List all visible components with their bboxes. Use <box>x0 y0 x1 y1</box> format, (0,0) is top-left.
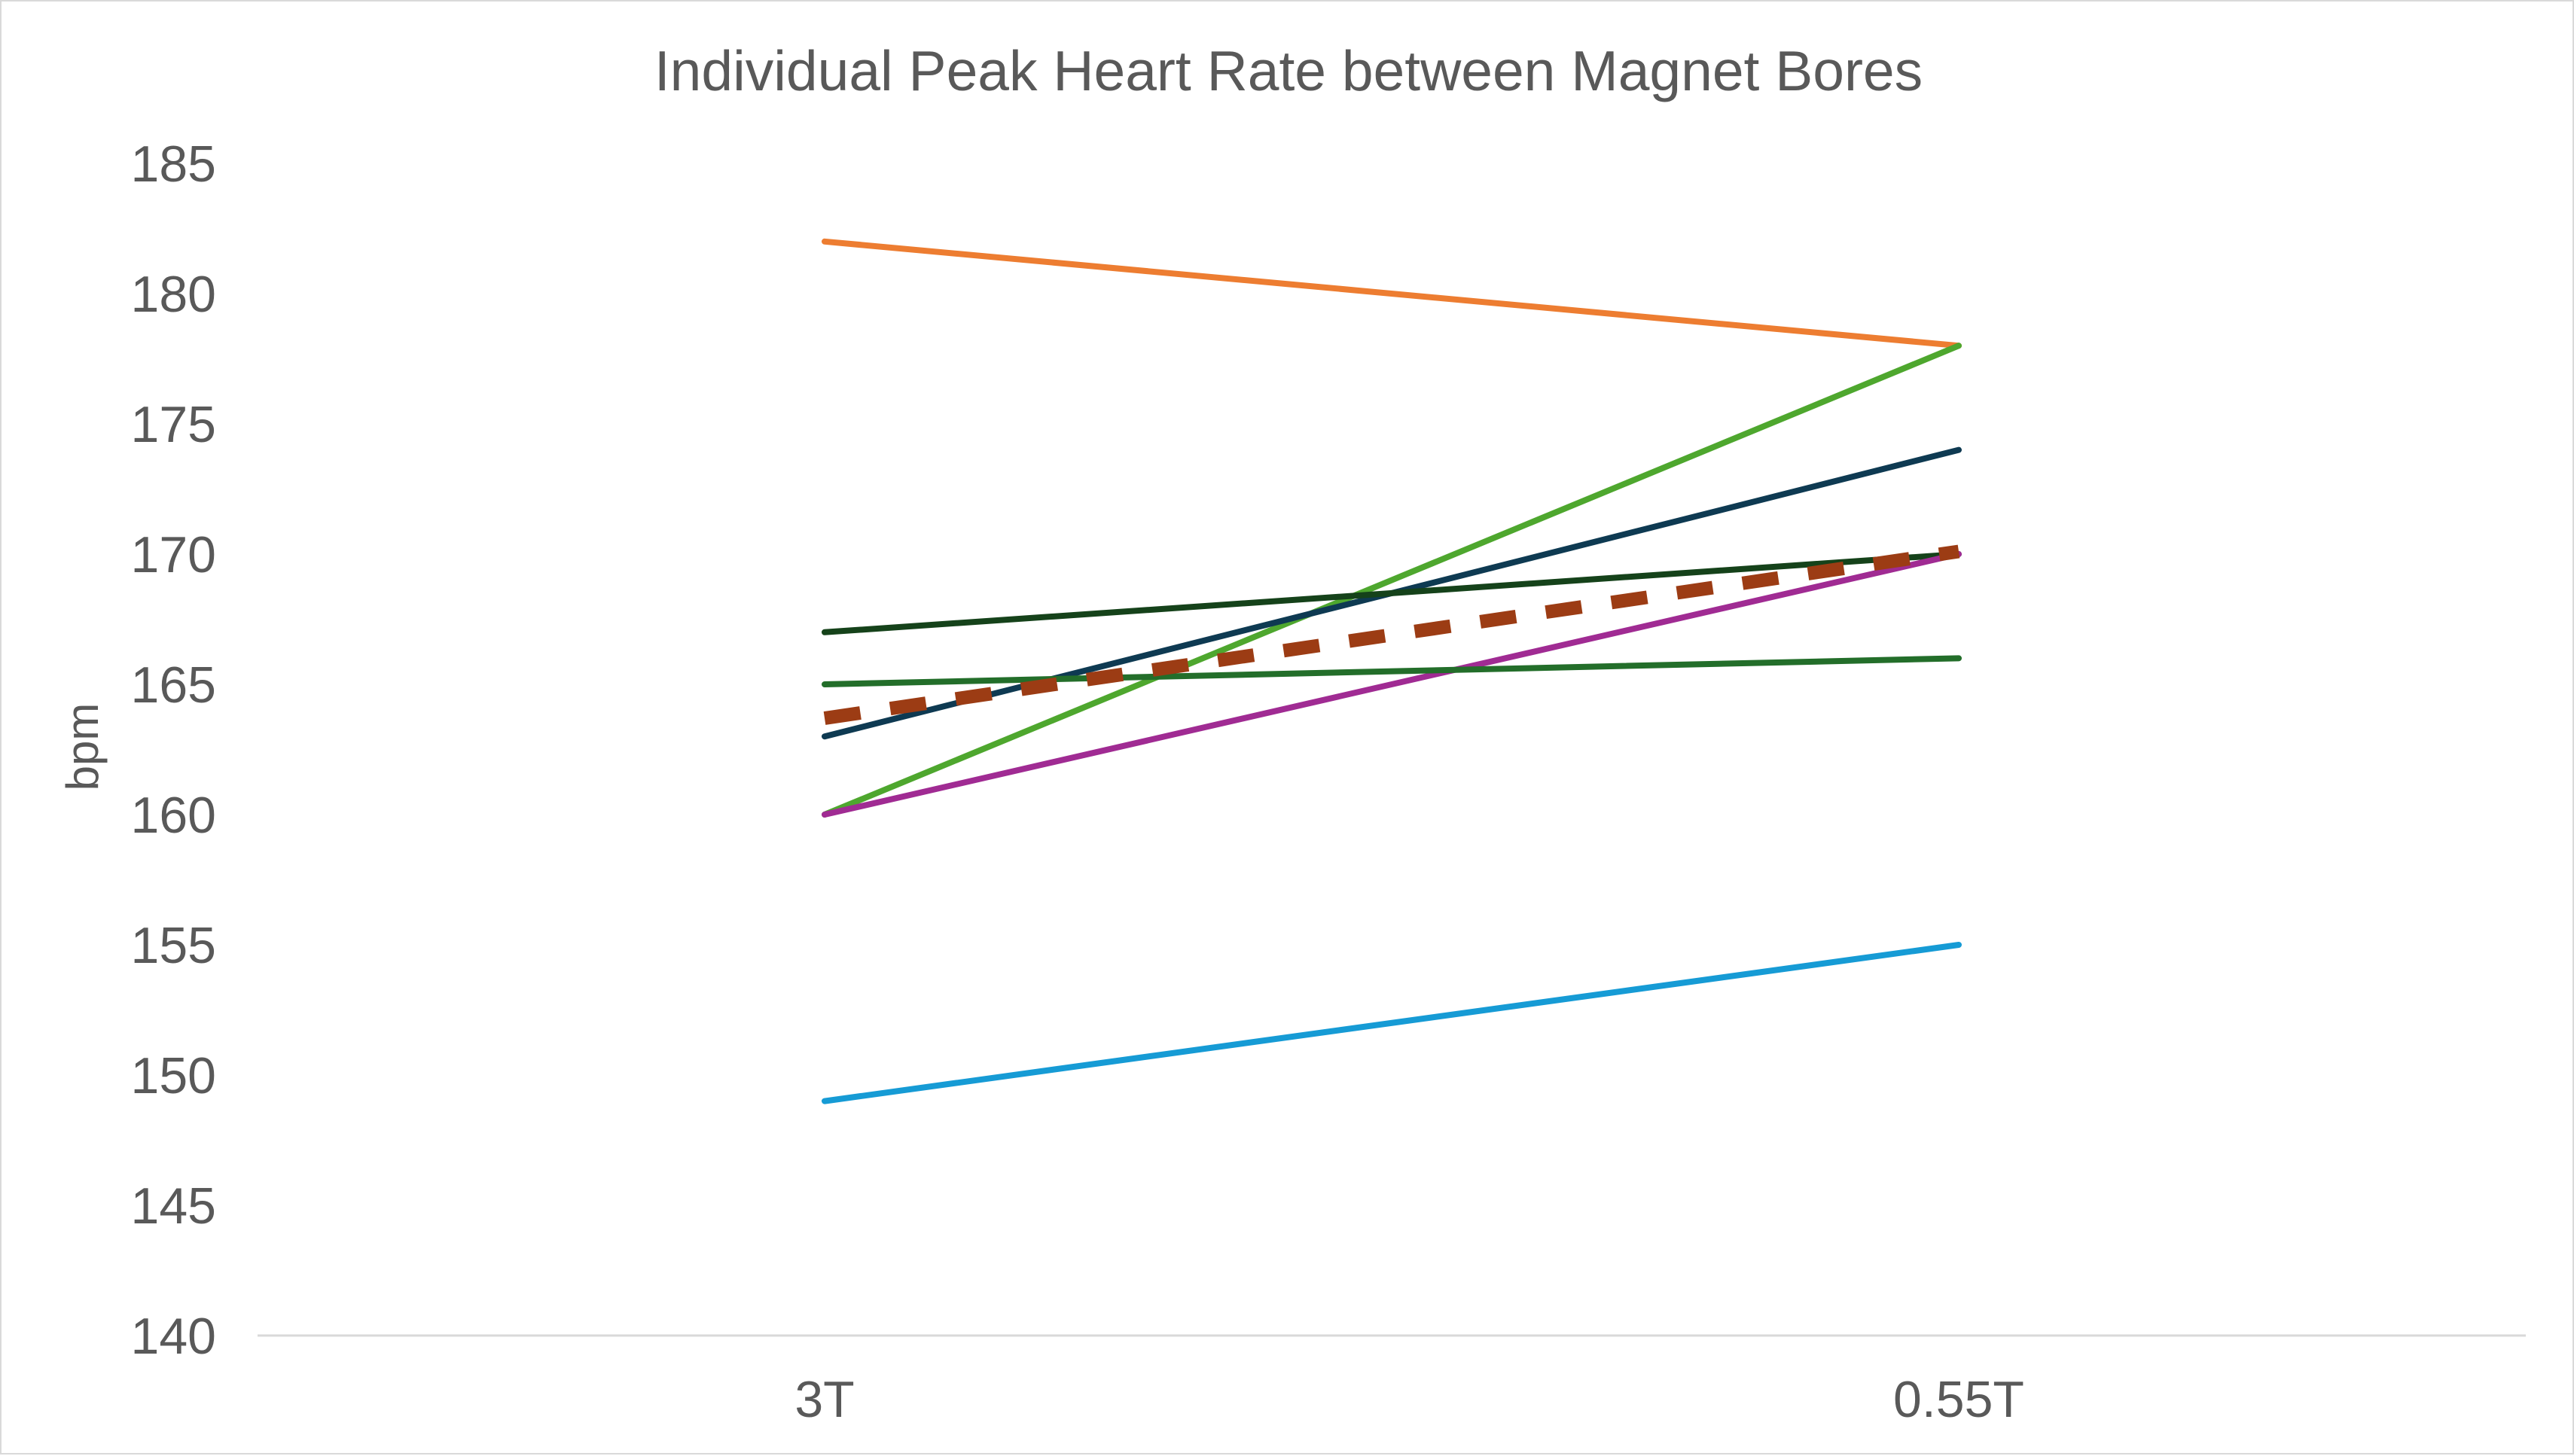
x-tick-label: 0.55T <box>1893 1371 2024 1428</box>
series-line-6 <box>822 655 1962 687</box>
y-axis-tick-labels: 140 145 150 155 160 165 170 175 180 185 <box>131 136 216 1365</box>
y-tick-label: 180 <box>131 266 216 323</box>
y-tick-label: 155 <box>131 917 216 974</box>
series-line-7 <box>822 942 1962 1104</box>
y-tick-label: 175 <box>131 396 216 453</box>
y-tick-label: 150 <box>131 1047 216 1104</box>
y-tick-label: 140 <box>131 1308 216 1365</box>
series-line-5 <box>822 551 1962 818</box>
y-tick-label: 145 <box>131 1177 216 1235</box>
series-line-1 <box>822 238 1962 349</box>
series-lines <box>822 238 1962 1104</box>
y-tick-label: 165 <box>131 656 216 714</box>
chart-title: Individual Peak Heart Rate between Magne… <box>654 39 1923 102</box>
y-tick-label: 160 <box>131 787 216 844</box>
x-tick-label: 3T <box>794 1371 854 1428</box>
x-axis-tick-labels: 3T 0.55T <box>794 1371 2024 1428</box>
y-tick-label: 170 <box>131 526 216 583</box>
y-axis-title: bpm <box>57 703 108 791</box>
series-line-dashed <box>823 544 1960 725</box>
y-tick-label: 185 <box>131 136 216 193</box>
series-line-2 <box>822 343 1962 818</box>
series-line-4 <box>822 551 1962 635</box>
